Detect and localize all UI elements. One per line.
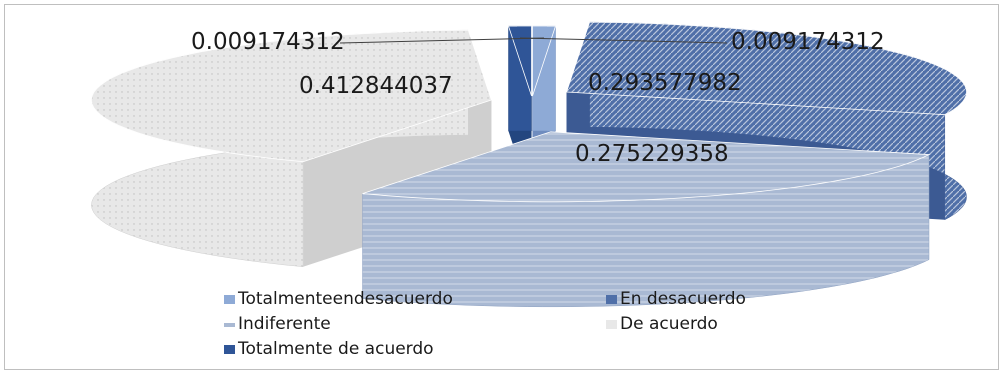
pie-slice-top	[362, 131, 931, 203]
pie-slice-top	[566, 21, 967, 116]
data-label-en-desacuerdo: 0.293577982	[588, 70, 742, 96]
legend-swatch	[606, 295, 617, 304]
legend-label: De acuerdo	[620, 314, 718, 334]
legend-label: Totalmente de acuerdo	[238, 339, 434, 359]
data-label-totalmente-de-acuerdo: 0.009174312	[731, 29, 885, 55]
pie-slice-top	[507, 25, 532, 97]
legend-item-totalmente-en-desacuerdo: Totalmenteendesacuerdo	[224, 291, 453, 308]
legend-swatch	[224, 345, 235, 354]
leader-line	[339, 37, 545, 44]
pie-slice-top	[90, 29, 492, 163]
legend-item-de-acuerdo: De acuerdo	[606, 316, 718, 333]
data-label-indiferente: 0.275229358	[575, 141, 729, 167]
legend-item-indiferente: Indiferente	[224, 316, 331, 333]
legend-swatch	[224, 322, 235, 327]
pie-slice-top	[532, 25, 557, 97]
pie-chart	[90, 21, 967, 308]
legend-item-totalmente-de-acuerdo: Totalmente de acuerdo	[224, 341, 434, 358]
data-label-totalmente-en-desacuerdo: 0.009174312	[191, 29, 345, 55]
data-label-de-acuerdo: 0.412844037	[299, 73, 453, 99]
pie-slice-3	[90, 29, 492, 267]
legend-label: En desacuerdo	[620, 289, 746, 309]
legend-label: Totalmenteendesacuerdo	[238, 289, 453, 309]
leader-line	[519, 37, 728, 44]
legend-swatch	[224, 295, 235, 304]
pie-slice-2	[362, 131, 931, 308]
legend-item-en-desacuerdo: En desacuerdo	[606, 291, 746, 308]
legend-label: Indiferente	[238, 314, 331, 334]
chart-area: 0.009174312 0.293577982 0.275229358 0.41…	[4, 4, 999, 370]
legend-swatch	[606, 320, 617, 329]
